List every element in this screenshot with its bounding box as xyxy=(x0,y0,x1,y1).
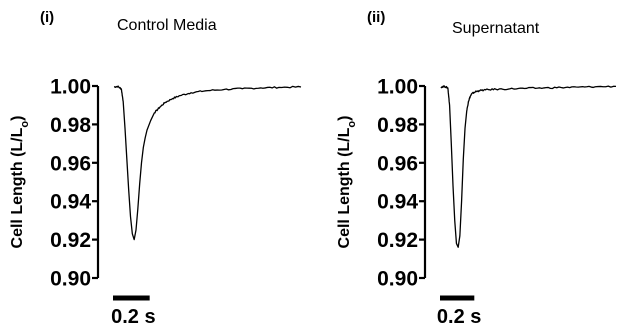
y-tick-label: 0.94 xyxy=(50,191,91,214)
panel-title: Control Media xyxy=(117,17,217,34)
y-tick-label: 0.90 xyxy=(50,268,91,291)
panel-supernatant: (ii) Supernatant 1.00 0.98 0.96 0.94 0.92 0.90 C… xyxy=(336,9,617,328)
y-axis-label-close: ) xyxy=(9,116,26,121)
y-tick-label: 0.94 xyxy=(377,191,418,214)
y-axis-label: Cell Length (L/Lo) xyxy=(336,116,358,249)
y-tick-label: 0.98 xyxy=(377,114,418,137)
panel-control-media: (i) Control Media 1.00 0.98 0.96 0.94 0.92 0.90… xyxy=(9,9,302,328)
y-tick-label: 0.98 xyxy=(50,114,91,137)
y-tick-label: 1.00 xyxy=(377,76,418,99)
y-axis-label-subscript: o xyxy=(19,121,31,128)
y-tick-label: 1.00 xyxy=(50,76,91,99)
cell-length-trace xyxy=(113,85,302,241)
y-tick-label: 0.96 xyxy=(50,152,91,175)
y-tick-label: 0.92 xyxy=(377,229,418,252)
scale-bar-label: 0.2 s xyxy=(437,306,481,328)
cell-length-trace xyxy=(440,85,617,248)
y-tick-label: 0.90 xyxy=(377,268,418,291)
y-axis-label-close: ) xyxy=(336,116,353,121)
panel-title: Supernatant xyxy=(452,20,540,37)
y-axis-label-text: Cell Length (L/L xyxy=(336,127,353,248)
y-axis-label-subscript: o xyxy=(346,121,358,128)
y-tick-label: 0.92 xyxy=(50,229,91,252)
y-tick-label: 0.96 xyxy=(377,152,418,175)
y-axis-label: Cell Length (L/Lo) xyxy=(9,116,31,249)
panel-label: (ii) xyxy=(367,9,385,26)
panel-label: (i) xyxy=(40,9,54,26)
scale-bar-label: 0.2 s xyxy=(111,306,155,328)
y-axis-label-text: Cell Length (L/L xyxy=(9,127,26,248)
